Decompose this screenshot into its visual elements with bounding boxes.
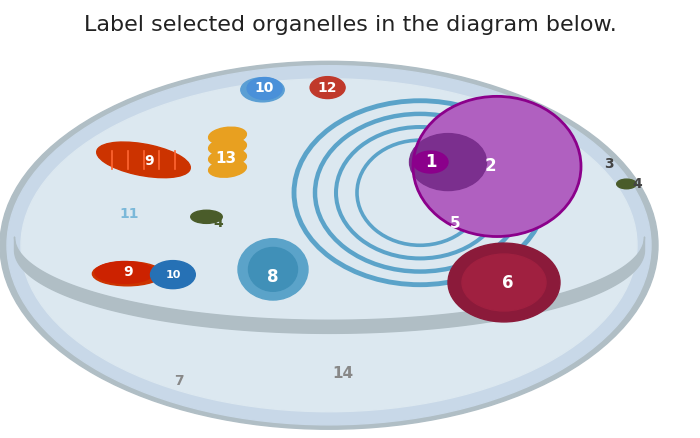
Text: 12: 12 bbox=[318, 81, 337, 95]
Text: 3: 3 bbox=[604, 157, 614, 171]
Ellipse shape bbox=[410, 134, 486, 191]
Circle shape bbox=[155, 264, 190, 286]
Ellipse shape bbox=[617, 179, 636, 189]
Circle shape bbox=[413, 151, 448, 173]
Ellipse shape bbox=[476, 263, 532, 302]
Circle shape bbox=[310, 77, 345, 99]
Ellipse shape bbox=[209, 149, 246, 166]
Ellipse shape bbox=[311, 79, 344, 96]
Circle shape bbox=[150, 261, 195, 289]
Text: 7: 7 bbox=[174, 374, 183, 388]
Ellipse shape bbox=[190, 210, 223, 223]
Text: 5: 5 bbox=[449, 216, 461, 231]
Ellipse shape bbox=[7, 66, 651, 425]
Text: Label selected organelles in the diagram below.: Label selected organelles in the diagram… bbox=[83, 15, 617, 35]
Text: 9: 9 bbox=[123, 265, 133, 279]
Text: 1: 1 bbox=[425, 153, 436, 171]
Text: 2: 2 bbox=[484, 157, 496, 176]
Text: 9: 9 bbox=[144, 154, 154, 168]
Circle shape bbox=[247, 78, 282, 99]
Ellipse shape bbox=[241, 78, 284, 102]
Ellipse shape bbox=[413, 96, 581, 237]
Text: 8: 8 bbox=[267, 268, 279, 286]
Text: 13: 13 bbox=[215, 151, 236, 166]
Text: 14: 14 bbox=[332, 366, 354, 381]
Ellipse shape bbox=[209, 127, 246, 145]
Ellipse shape bbox=[21, 79, 637, 412]
Ellipse shape bbox=[209, 160, 246, 177]
Ellipse shape bbox=[94, 261, 154, 283]
Text: 11: 11 bbox=[120, 207, 139, 221]
Text: 4: 4 bbox=[214, 215, 223, 230]
Ellipse shape bbox=[238, 239, 308, 300]
Ellipse shape bbox=[248, 247, 298, 291]
Text: 10: 10 bbox=[255, 81, 274, 95]
Ellipse shape bbox=[97, 142, 190, 178]
Ellipse shape bbox=[448, 243, 560, 322]
Ellipse shape bbox=[92, 262, 162, 286]
Ellipse shape bbox=[0, 61, 658, 429]
Text: 10: 10 bbox=[165, 270, 181, 279]
Ellipse shape bbox=[462, 254, 546, 311]
Text: 6: 6 bbox=[502, 273, 513, 292]
Text: 4: 4 bbox=[632, 177, 642, 191]
Ellipse shape bbox=[209, 138, 246, 155]
